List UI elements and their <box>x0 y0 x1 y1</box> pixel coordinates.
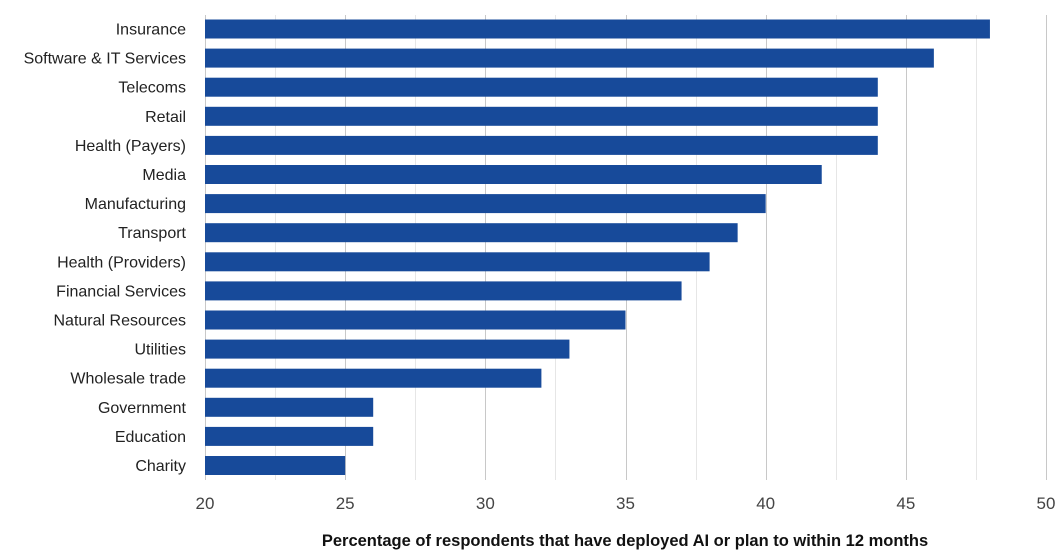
x-axis-title: Percentage of respondents that have depl… <box>322 532 928 550</box>
bar <box>205 135 878 155</box>
category-label: Telecoms <box>118 80 186 97</box>
bar <box>205 339 570 359</box>
category-label: Utilities <box>134 342 186 359</box>
category-label: Software & IT Services <box>24 51 186 68</box>
bar <box>205 397 374 417</box>
category-label: Media <box>142 167 186 184</box>
category-label: Natural Resources <box>54 313 187 330</box>
x-tick-label: 45 <box>896 494 915 513</box>
category-label: Government <box>98 400 187 417</box>
bar <box>205 106 878 126</box>
bar <box>205 165 822 184</box>
category-label: Insurance <box>116 22 186 39</box>
category-label: Manufacturing <box>85 196 186 213</box>
category-label: Education <box>115 429 186 446</box>
x-tick-label: 25 <box>336 494 355 513</box>
x-tick-labels: 20 25 30 35 40 45 50 <box>196 494 1056 513</box>
bar <box>205 252 710 272</box>
category-label: Wholesale trade <box>70 371 186 388</box>
category-label: Health (Payers) <box>75 138 186 155</box>
x-tick-label: 40 <box>756 494 775 513</box>
bar <box>205 310 626 330</box>
category-label: Retail <box>145 109 186 126</box>
bar <box>205 281 682 301</box>
category-label: Charity <box>135 458 186 475</box>
bar <box>205 77 878 97</box>
x-tick-label: 30 <box>476 494 495 513</box>
bar <box>205 456 346 475</box>
category-labels: Insurance Software & IT Services Telecoms R… <box>24 22 187 476</box>
x-tick-label: 35 <box>616 494 635 513</box>
bar <box>205 368 542 388</box>
bar <box>205 19 990 39</box>
x-tick-label: 20 <box>196 494 215 513</box>
bars <box>205 19 990 475</box>
category-label: Health (Providers) <box>57 254 186 271</box>
bar <box>205 223 738 243</box>
category-label: Transport <box>118 225 186 242</box>
x-tick-label: 50 <box>1037 494 1056 513</box>
bar <box>205 48 934 68</box>
bar <box>205 194 766 214</box>
category-label: Financial Services <box>56 283 186 300</box>
bar <box>205 426 374 446</box>
